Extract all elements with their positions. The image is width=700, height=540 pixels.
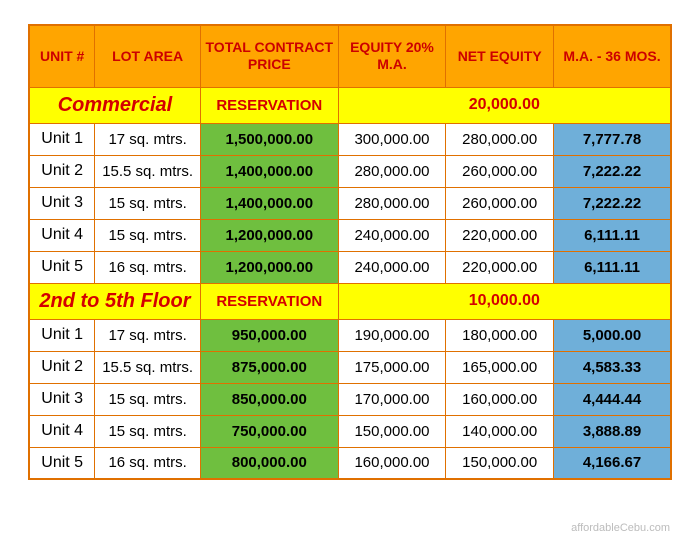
equity-cell: 175,000.00 [338, 351, 446, 383]
unit-cell: Unit 3 [29, 187, 95, 219]
pricing-table: UNIT # LOT AREA TOTAL CONTRACT PRICE EQU… [28, 24, 672, 480]
table-row: Unit 117 sq. mtrs.950,000.00190,000.0018… [29, 319, 671, 351]
contract-price-cell: 850,000.00 [200, 383, 338, 415]
unit-cell: Unit 1 [29, 123, 95, 155]
table-row: Unit 117 sq. mtrs.1,500,000.00300,000.00… [29, 123, 671, 155]
contract-price-cell: 750,000.00 [200, 415, 338, 447]
equity-cell: 280,000.00 [338, 155, 446, 187]
table-body: CommercialRESERVATION20,000.00Unit 117 s… [29, 87, 671, 479]
net-equity-cell: 140,000.00 [446, 415, 554, 447]
lot-area-cell: 17 sq. mtrs. [95, 123, 201, 155]
section-row: 2nd to 5th FloorRESERVATION10,000.00 [29, 283, 671, 319]
section-row: CommercialRESERVATION20,000.00 [29, 87, 671, 123]
unit-cell: Unit 1 [29, 319, 95, 351]
unit-cell: Unit 4 [29, 219, 95, 251]
net-equity-cell: 260,000.00 [446, 155, 554, 187]
lot-area-cell: 15 sq. mtrs. [95, 187, 201, 219]
section-label: Commercial [29, 87, 200, 123]
ma-cell: 3,888.89 [554, 415, 671, 447]
equity-cell: 300,000.00 [338, 123, 446, 155]
unit-cell: Unit 4 [29, 415, 95, 447]
lot-area-cell: 16 sq. mtrs. [95, 447, 201, 479]
contract-price-cell: 875,000.00 [200, 351, 338, 383]
reservation-label: RESERVATION [200, 87, 338, 123]
lot-area-cell: 15 sq. mtrs. [95, 415, 201, 447]
lot-area-cell: 15.5 sq. mtrs. [95, 155, 201, 187]
lot-area-cell: 15 sq. mtrs. [95, 219, 201, 251]
ma-cell: 4,583.33 [554, 351, 671, 383]
table-row: Unit 415 sq. mtrs.750,000.00150,000.0014… [29, 415, 671, 447]
equity-cell: 240,000.00 [338, 219, 446, 251]
reservation-value: 10,000.00 [338, 283, 671, 319]
ma-cell: 5,000.00 [554, 319, 671, 351]
equity-cell: 150,000.00 [338, 415, 446, 447]
net-equity-cell: 220,000.00 [446, 219, 554, 251]
ma-cell: 7,222.22 [554, 155, 671, 187]
net-equity-cell: 180,000.00 [446, 319, 554, 351]
lot-area-cell: 17 sq. mtrs. [95, 319, 201, 351]
contract-price-cell: 1,200,000.00 [200, 219, 338, 251]
table-row: Unit 215.5 sq. mtrs.875,000.00175,000.00… [29, 351, 671, 383]
section-label: 2nd to 5th Floor [29, 283, 200, 319]
unit-cell: Unit 2 [29, 155, 95, 187]
net-equity-cell: 280,000.00 [446, 123, 554, 155]
header-ma: M.A. - 36 MOS. [554, 25, 671, 87]
header-net: NET EQUITY [446, 25, 554, 87]
lot-area-cell: 16 sq. mtrs. [95, 251, 201, 283]
unit-cell: Unit 5 [29, 251, 95, 283]
ma-cell: 7,222.22 [554, 187, 671, 219]
table-header: UNIT # LOT AREA TOTAL CONTRACT PRICE EQU… [29, 25, 671, 87]
net-equity-cell: 150,000.00 [446, 447, 554, 479]
net-equity-cell: 260,000.00 [446, 187, 554, 219]
unit-cell: Unit 5 [29, 447, 95, 479]
net-equity-cell: 220,000.00 [446, 251, 554, 283]
equity-cell: 190,000.00 [338, 319, 446, 351]
watermark-text: affordableCebu.com [571, 522, 670, 534]
net-equity-cell: 160,000.00 [446, 383, 554, 415]
header-unit: UNIT # [29, 25, 95, 87]
contract-price-cell: 1,400,000.00 [200, 187, 338, 219]
unit-cell: Unit 3 [29, 383, 95, 415]
contract-price-cell: 800,000.00 [200, 447, 338, 479]
reservation-value: 20,000.00 [338, 87, 671, 123]
ma-cell: 4,166.67 [554, 447, 671, 479]
table-row: Unit 516 sq. mtrs.800,000.00160,000.0015… [29, 447, 671, 479]
lot-area-cell: 15.5 sq. mtrs. [95, 351, 201, 383]
contract-price-cell: 950,000.00 [200, 319, 338, 351]
table-row: Unit 315 sq. mtrs.850,000.00170,000.0016… [29, 383, 671, 415]
table-row: Unit 516 sq. mtrs.1,200,000.00240,000.00… [29, 251, 671, 283]
ma-cell: 4,444.44 [554, 383, 671, 415]
table-row: Unit 215.5 sq. mtrs.1,400,000.00280,000.… [29, 155, 671, 187]
contract-price-cell: 1,200,000.00 [200, 251, 338, 283]
header-price: TOTAL CONTRACT PRICE [200, 25, 338, 87]
table-row: Unit 315 sq. mtrs.1,400,000.00280,000.00… [29, 187, 671, 219]
unit-cell: Unit 2 [29, 351, 95, 383]
lot-area-cell: 15 sq. mtrs. [95, 383, 201, 415]
equity-cell: 170,000.00 [338, 383, 446, 415]
equity-cell: 240,000.00 [338, 251, 446, 283]
ma-cell: 6,111.11 [554, 251, 671, 283]
ma-cell: 7,777.78 [554, 123, 671, 155]
contract-price-cell: 1,500,000.00 [200, 123, 338, 155]
header-lot: LOT AREA [95, 25, 201, 87]
net-equity-cell: 165,000.00 [446, 351, 554, 383]
equity-cell: 280,000.00 [338, 187, 446, 219]
contract-price-cell: 1,400,000.00 [200, 155, 338, 187]
reservation-label: RESERVATION [200, 283, 338, 319]
table-row: Unit 415 sq. mtrs.1,200,000.00240,000.00… [29, 219, 671, 251]
header-equity: EQUITY 20% M.A. [338, 25, 446, 87]
ma-cell: 6,111.11 [554, 219, 671, 251]
equity-cell: 160,000.00 [338, 447, 446, 479]
